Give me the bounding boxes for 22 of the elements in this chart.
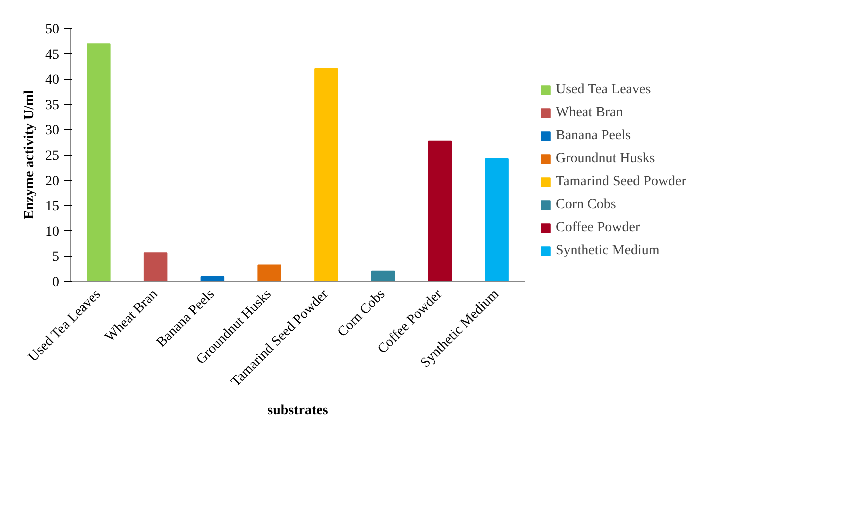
y-tick-label: 5 xyxy=(52,250,60,266)
y-tick-label: 50 xyxy=(46,22,60,38)
legend-label: Coffee Powder xyxy=(556,220,640,236)
y-tick-label: 30 xyxy=(46,124,60,139)
y-tick-label: 40 xyxy=(46,73,60,88)
legend-label: Synthetic Medium xyxy=(556,243,660,259)
x-tick-label: Corn Cobs xyxy=(335,287,389,340)
x-axis-title: substrates xyxy=(268,403,329,418)
y-axis-title: Enzyme activity U/ml xyxy=(22,90,38,220)
y-tick-label: 35 xyxy=(46,98,60,114)
legend-label: Banana Peels xyxy=(556,128,632,144)
legend-label: Tamarind Seed Powder xyxy=(556,174,686,190)
legend-label: Wheat Bran xyxy=(556,105,624,121)
y-tick-label: 10 xyxy=(46,224,60,240)
y-tick-label: 15 xyxy=(46,200,60,215)
y-tick-label: 20 xyxy=(46,174,60,190)
y-tick-label: 45 xyxy=(46,48,60,63)
y-tick-label: 0 xyxy=(52,276,60,290)
legend-label: Used Tea Leaves xyxy=(556,82,652,98)
legend-label: Corn Cobs xyxy=(556,197,616,213)
y-tick-label: 25 xyxy=(46,149,60,164)
legend-label: Groundnut Husks xyxy=(556,151,656,167)
